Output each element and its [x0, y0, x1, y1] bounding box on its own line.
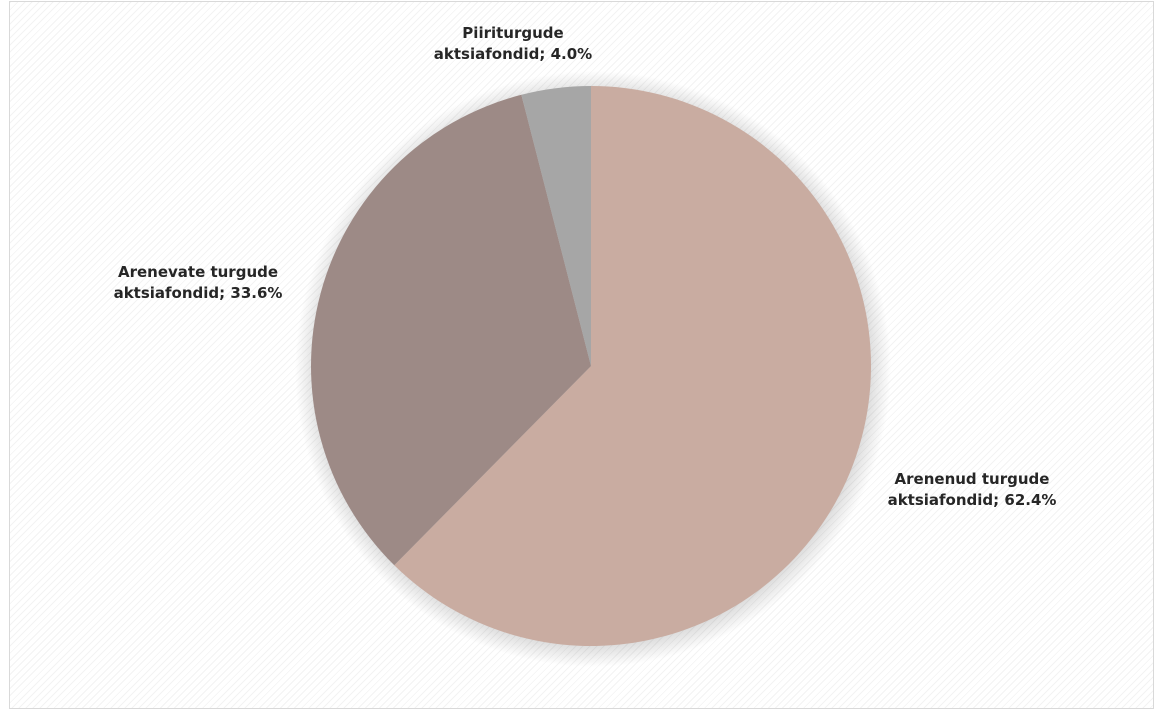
pie-slice-piiriturgude [521, 86, 591, 366]
pie-label-arenevate: Arenevate turgude aktsiafondid; 33.6% [114, 262, 283, 304]
pie-label-arenenud: Arenenud turgude aktsiafondid; 62.4% [888, 469, 1057, 511]
pie-slice-arenenud [394, 86, 872, 646]
pie-slice-arenevate [310, 94, 591, 566]
pie-label-arenevate-line1: Arenevate turgude [117, 263, 279, 281]
pie-label-piiriturgude-line2: aktsiafondid; 4.0% [433, 45, 593, 63]
pie-label-arenenud-line1: Arenenud turgude [894, 470, 1050, 488]
pie-label-piiriturgude: Piiriturgude aktsiafondid; 4.0% [434, 23, 592, 65]
pie-label-arenenud-line2: aktsiafondid; 62.4% [887, 491, 1057, 509]
pie-label-piiriturgude-line1: Piiriturgude [462, 24, 564, 42]
pie-label-arenevate-line2: aktsiafondid; 33.6% [113, 284, 283, 302]
